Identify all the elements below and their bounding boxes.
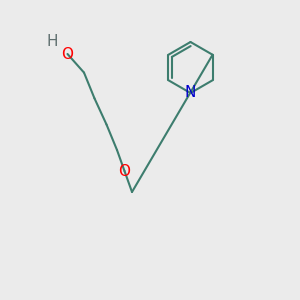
Text: O: O xyxy=(118,164,130,178)
Text: H: H xyxy=(47,34,58,50)
Text: O: O xyxy=(61,46,74,62)
Text: N: N xyxy=(185,85,196,100)
